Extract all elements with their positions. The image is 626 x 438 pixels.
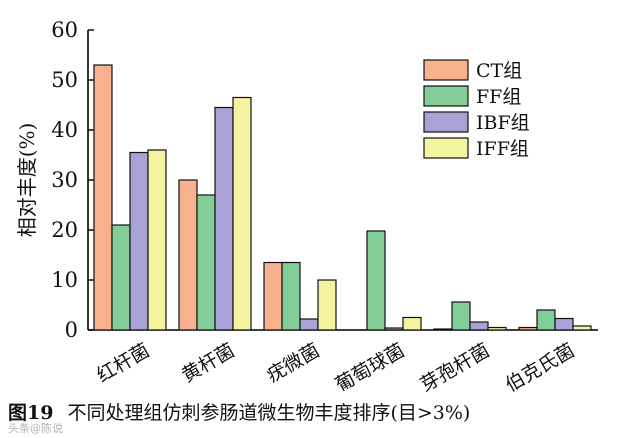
legend-swatch (423, 111, 469, 133)
figure-caption-text: 不同处理组仿刺参肠道微生物丰度排序(目>3%) (67, 402, 471, 424)
bar-chart: 0 10 20 30 40 50 60 相对丰度(%) 红杆菌 黄杆菌 疣微菌 葡萄球菌 芽孢杆菌 伯克氏… (15, 18, 598, 396)
y-tick-label: 10 (51, 268, 78, 292)
bar-2-4 (366, 230, 386, 331)
bar-4-5 (487, 326, 507, 331)
x-tick-label: 疣微菌 (263, 339, 323, 387)
figure-number: 图19 (8, 402, 54, 424)
bar-1-2 (178, 179, 198, 331)
bar-1-1 (93, 64, 113, 331)
y-tick-label: 50 (51, 68, 78, 92)
legend-swatch (423, 59, 469, 81)
bar-4-2 (232, 96, 252, 331)
bar-4-4 (402, 316, 422, 331)
bar-3-5 (469, 321, 489, 331)
y-tick-label: 20 (51, 218, 78, 242)
bar-3-3 (299, 318, 319, 331)
bar-2-2 (196, 194, 216, 331)
y-tick-label: 0 (65, 318, 78, 342)
legend-label: FF组 (476, 86, 521, 108)
x-tick-label: 红杆菌 (93, 339, 153, 387)
y-tick-label: 60 (51, 18, 78, 42)
legend-swatch (423, 137, 469, 159)
bar-4-1 (147, 149, 167, 331)
x-tick-label: 芽孢杆菌 (417, 339, 494, 396)
bar-4-6 (572, 325, 592, 331)
bars (93, 64, 592, 331)
legend-label: IBF组 (476, 112, 530, 134)
watermark: 头条@陈说 (8, 422, 63, 435)
x-tick-label: 黄杆菌 (178, 339, 238, 387)
bar-1-5 (433, 328, 453, 331)
bar-4-3 (317, 279, 337, 331)
bar-1-6 (518, 326, 538, 331)
figure-caption: 图19 不同处理组仿刺参肠道微生物丰度排序(目>3%) (8, 398, 470, 425)
y-tick-label: 30 (51, 168, 78, 192)
bar-3-4 (384, 327, 404, 331)
legend-label: CT组 (476, 60, 522, 82)
legend: CT组 FF组 IBF组 IFF组 (423, 59, 530, 160)
x-tick-label: 葡萄球菌 (332, 339, 409, 396)
bar-2-5 (451, 301, 471, 331)
bar-3-1 (129, 151, 149, 331)
legend-swatch (423, 85, 469, 107)
y-axis-title: 相对丰度(%) (15, 123, 39, 238)
bar-3-2 (214, 106, 234, 331)
legend-label: IFF组 (476, 138, 529, 160)
bar-2-6 (536, 309, 556, 331)
bar-2-3 (281, 261, 301, 331)
bar-2-1 (111, 224, 131, 331)
x-tick-label: 伯克氏菌 (502, 339, 579, 396)
bar-3-6 (554, 317, 574, 331)
bar-1-3 (263, 261, 283, 331)
y-tick-label: 40 (51, 118, 78, 142)
